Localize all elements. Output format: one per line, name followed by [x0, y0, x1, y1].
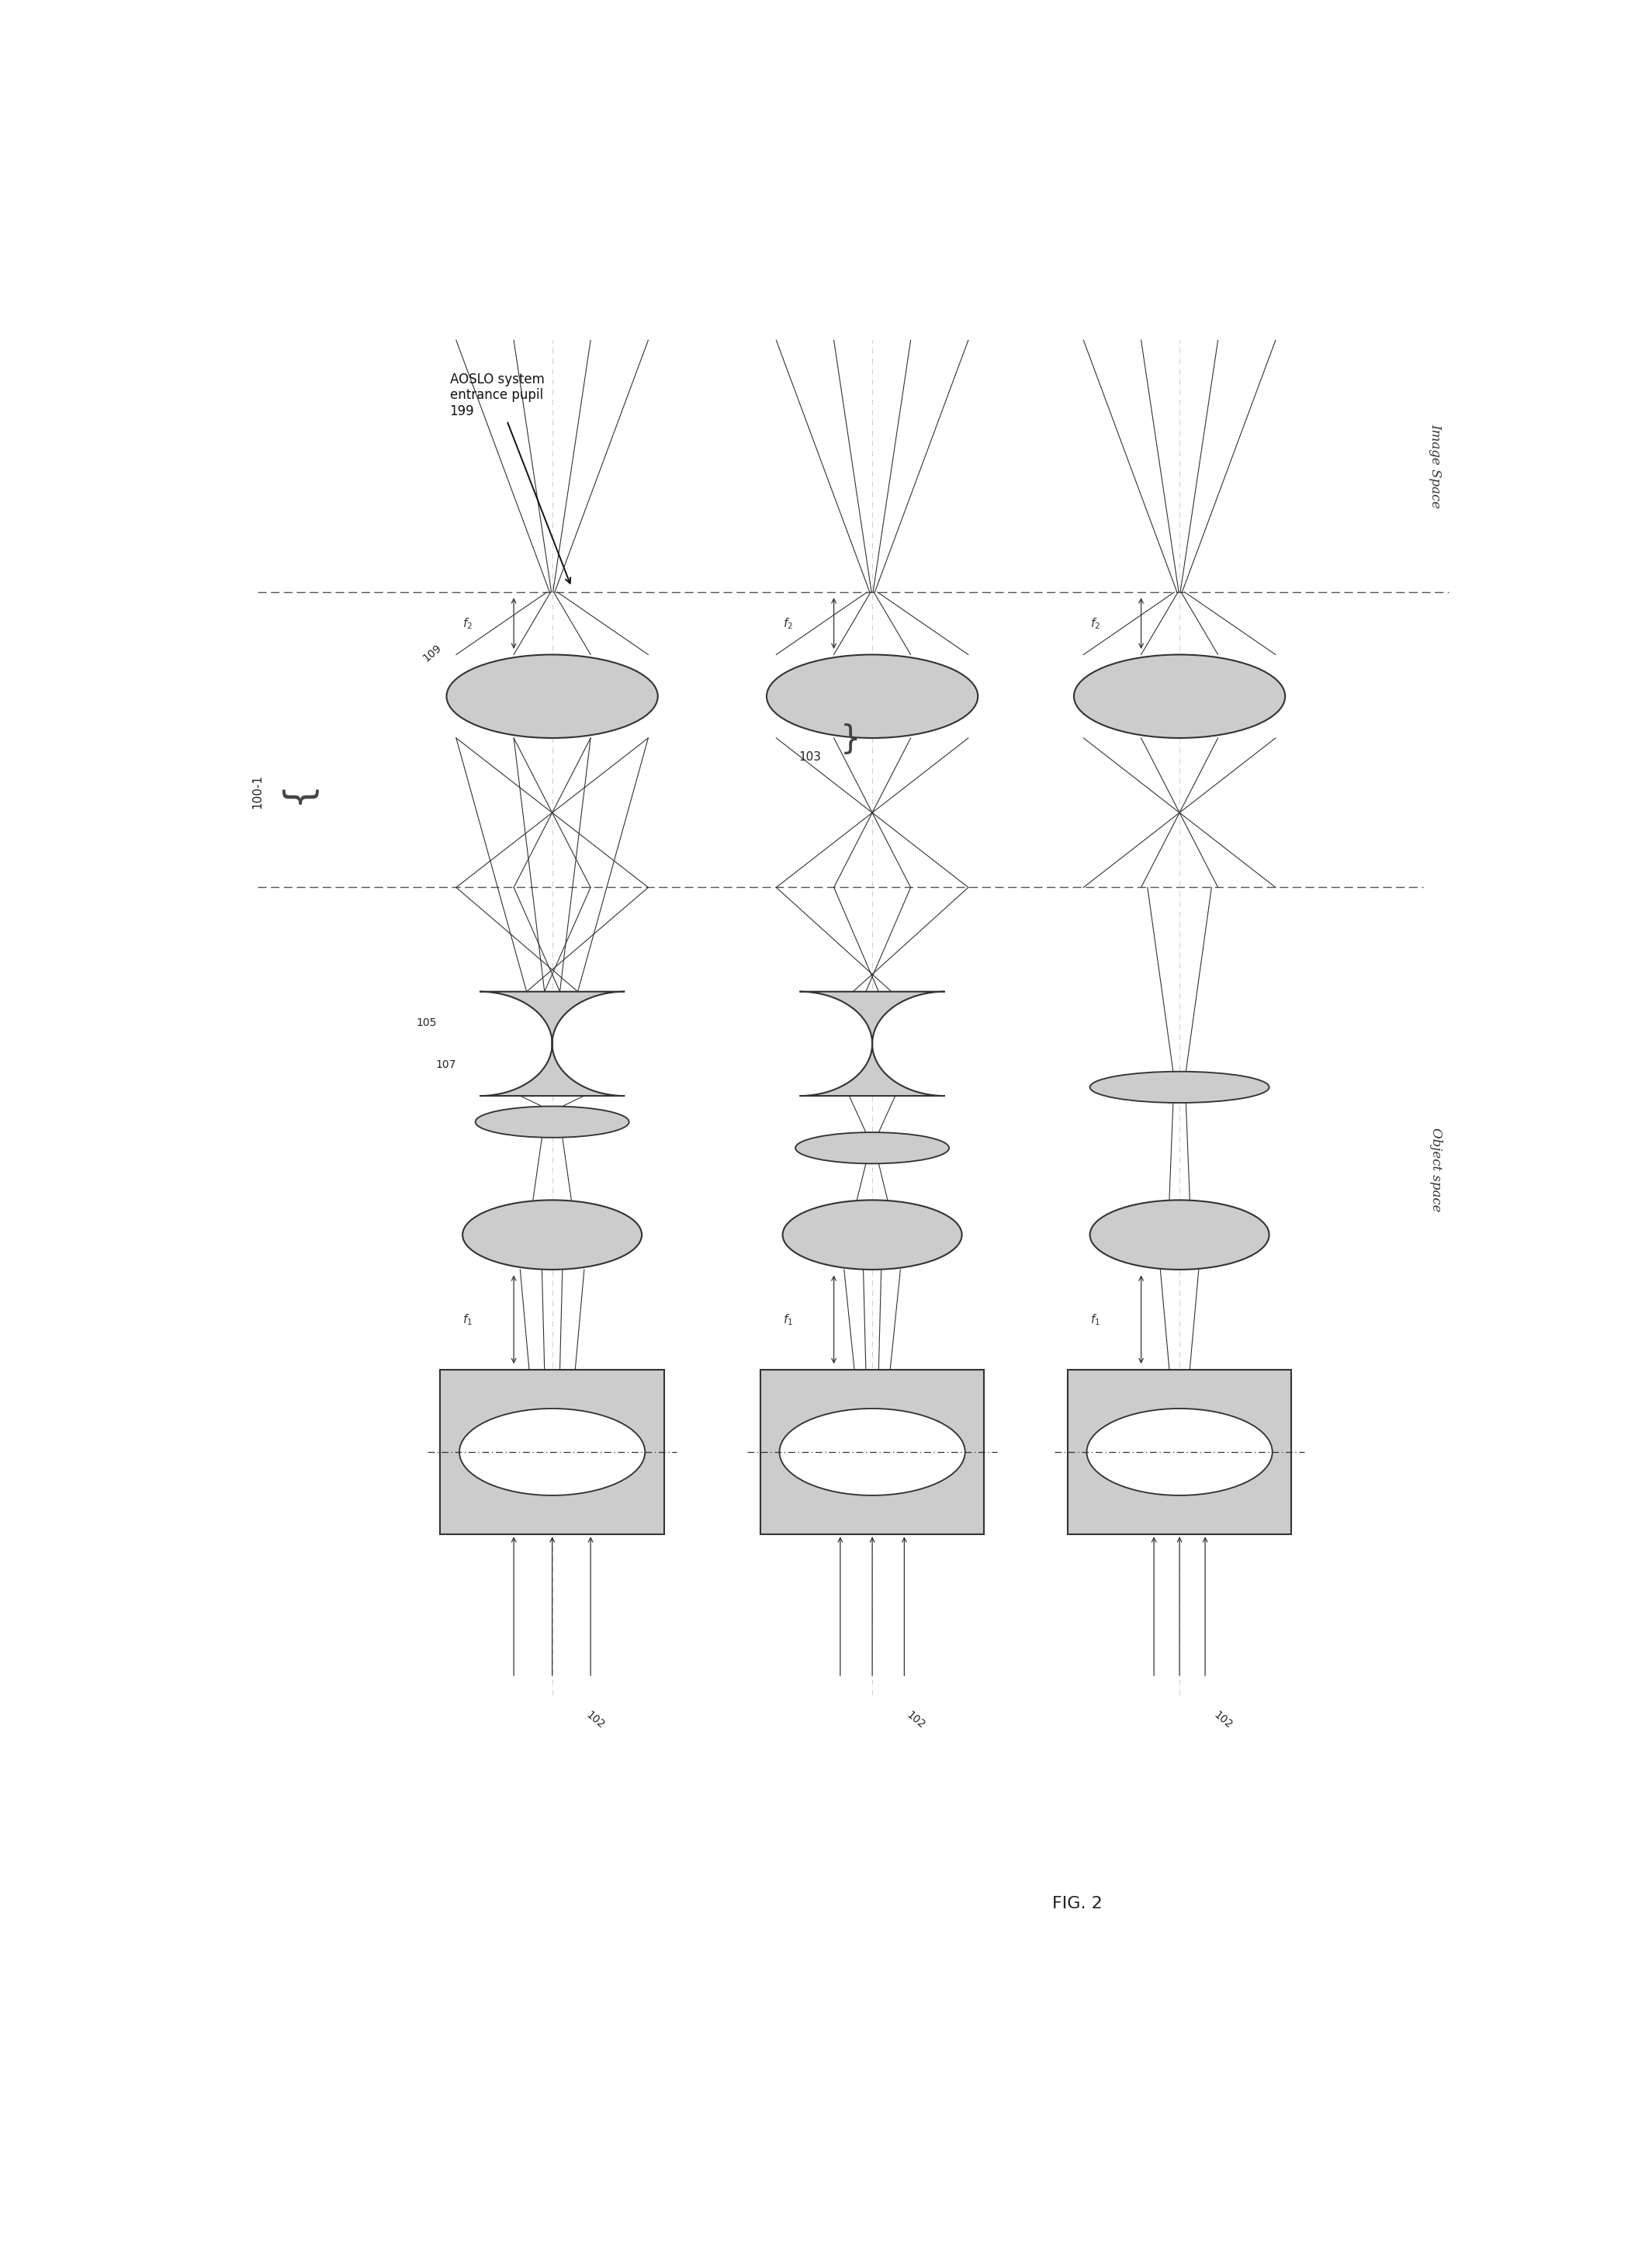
Text: }: }	[841, 724, 861, 756]
Text: Object space: Object space	[1429, 1128, 1442, 1211]
Text: 100-1: 100-1	[251, 774, 264, 810]
Text: 105: 105	[416, 1017, 436, 1029]
Ellipse shape	[476, 1105, 629, 1137]
Text: 102: 102	[585, 1710, 606, 1730]
Ellipse shape	[783, 1200, 961, 1270]
Bar	[760, 1369, 985, 1534]
Text: $f_2$: $f_2$	[463, 616, 472, 632]
Text: FIG. 2: FIG. 2	[1052, 1895, 1102, 1911]
Text: 103: 103	[798, 751, 821, 763]
Text: {: {	[278, 781, 316, 803]
Ellipse shape	[796, 1133, 948, 1164]
Text: $f_2$: $f_2$	[783, 616, 793, 632]
Ellipse shape	[463, 1200, 641, 1270]
Bar	[1067, 1369, 1292, 1534]
Ellipse shape	[1087, 1408, 1272, 1496]
Polygon shape	[479, 993, 624, 1096]
Text: $f_1$: $f_1$	[1090, 1313, 1100, 1327]
Ellipse shape	[446, 654, 657, 738]
Polygon shape	[800, 993, 945, 1096]
Ellipse shape	[780, 1408, 965, 1496]
Ellipse shape	[767, 654, 978, 738]
Text: 109: 109	[421, 643, 443, 663]
Text: AOSLO system
entrance pupil
199: AOSLO system entrance pupil 199	[449, 372, 570, 584]
Bar	[439, 1369, 664, 1534]
Text: $f_2$: $f_2$	[1090, 616, 1100, 632]
Ellipse shape	[459, 1408, 644, 1496]
Ellipse shape	[1090, 1072, 1269, 1103]
Ellipse shape	[1074, 654, 1285, 738]
Text: $f_1$: $f_1$	[463, 1313, 472, 1327]
Ellipse shape	[1090, 1200, 1269, 1270]
Text: 102: 102	[1211, 1710, 1234, 1730]
Text: Image Space: Image Space	[1429, 424, 1442, 508]
Text: $f_1$: $f_1$	[783, 1313, 793, 1327]
Text: 102: 102	[904, 1710, 927, 1730]
Text: 107: 107	[436, 1058, 456, 1069]
